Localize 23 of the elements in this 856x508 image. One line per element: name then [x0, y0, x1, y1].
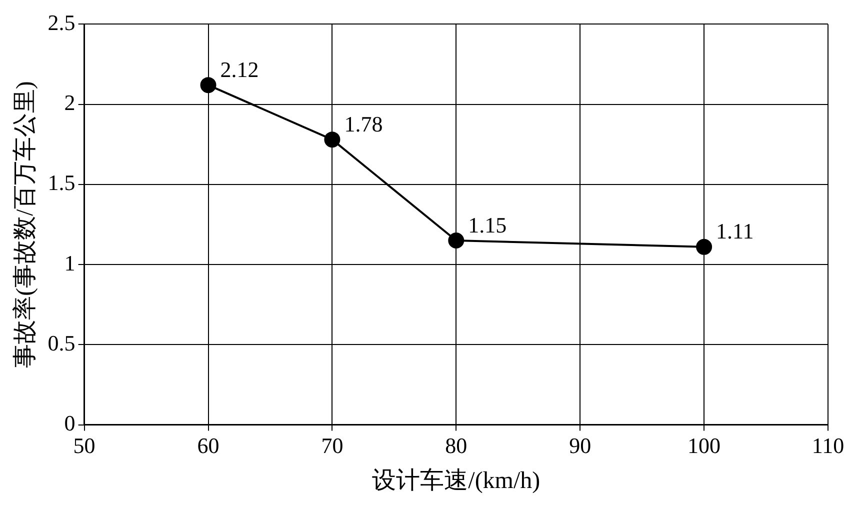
y-tick-label: 2.5 — [48, 10, 76, 35]
data-label: 1.11 — [716, 218, 754, 244]
x-tick-label: 50 — [73, 432, 96, 458]
point — [696, 238, 712, 255]
y-tick-label: 0 — [64, 410, 76, 436]
point — [324, 132, 340, 148]
y-tick-label: 1 — [64, 250, 76, 276]
data-label: 1.78 — [344, 111, 383, 136]
x-axis-title: 设计车速/(km/h) — [372, 466, 540, 494]
x-tick-label: 110 — [812, 432, 844, 458]
y-tick-label: 2 — [64, 90, 76, 116]
y-tick-label: 0.5 — [48, 330, 76, 356]
x-tick-label: 80 — [445, 432, 468, 458]
x-tick-label: 100 — [688, 432, 721, 458]
point — [200, 77, 216, 94]
y-axis-title: 事故率(事故数/百万车公里) — [12, 81, 39, 368]
data-label: 1.15 — [468, 212, 507, 238]
data-label: 2.12 — [220, 56, 259, 82]
x-tick-label: 90 — [569, 432, 592, 458]
y-tick-label: 1.5 — [48, 170, 76, 196]
point — [448, 232, 464, 249]
x-tick-label: 60 — [197, 432, 220, 458]
x-tick-label: 70 — [321, 432, 344, 458]
